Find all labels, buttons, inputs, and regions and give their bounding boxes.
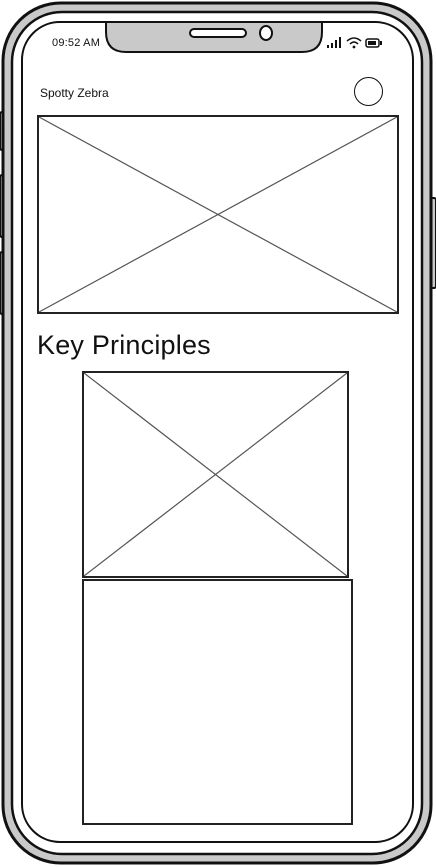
image-placeholder-icon [39, 117, 397, 312]
section-heading: Key Principles [37, 330, 211, 360]
wifi-icon [346, 37, 362, 49]
principle-content-box [82, 579, 353, 825]
status-time: 09:52 AM [52, 37, 101, 49]
user-avatar-icon[interactable] [354, 77, 383, 106]
hero-image-placeholder [37, 115, 399, 314]
signal-icon [327, 37, 341, 48]
app-title: Spotty Zebra [40, 86, 109, 100]
image-placeholder-icon [84, 373, 347, 576]
principle-image-placeholder [82, 371, 349, 578]
battery-icon [365, 38, 382, 48]
